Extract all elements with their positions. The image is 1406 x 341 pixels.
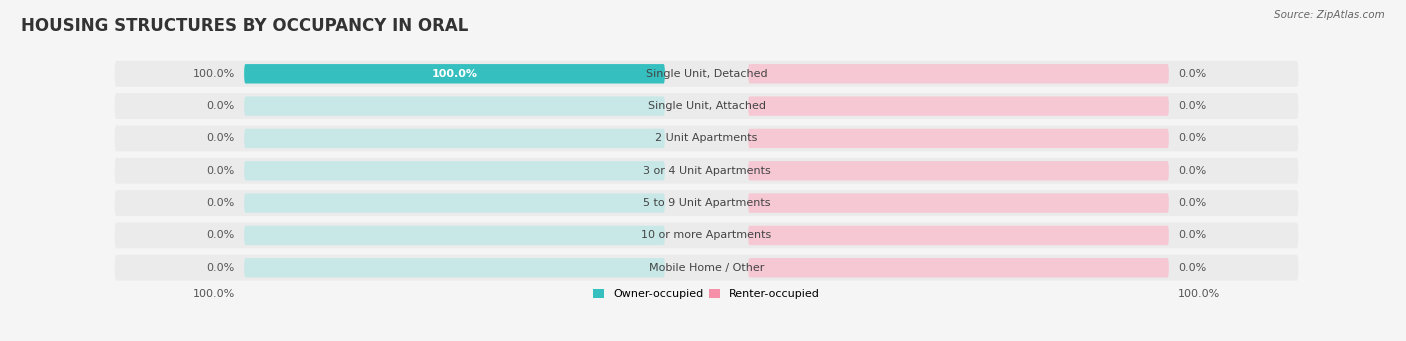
FancyBboxPatch shape [245, 64, 665, 84]
FancyBboxPatch shape [115, 222, 1298, 248]
Text: 0.0%: 0.0% [207, 133, 235, 144]
FancyBboxPatch shape [245, 226, 665, 245]
Text: Single Unit, Attached: Single Unit, Attached [648, 101, 765, 111]
FancyBboxPatch shape [115, 158, 1298, 184]
Text: 0.0%: 0.0% [207, 231, 235, 240]
Legend: Owner-occupied, Renter-occupied: Owner-occupied, Renter-occupied [593, 289, 820, 299]
Text: HOUSING STRUCTURES BY OCCUPANCY IN ORAL: HOUSING STRUCTURES BY OCCUPANCY IN ORAL [21, 17, 468, 35]
Text: 0.0%: 0.0% [1178, 231, 1206, 240]
FancyBboxPatch shape [115, 93, 1298, 119]
FancyBboxPatch shape [245, 64, 665, 84]
Text: 0.0%: 0.0% [1178, 166, 1206, 176]
Text: Mobile Home / Other: Mobile Home / Other [648, 263, 765, 273]
Text: 3 or 4 Unit Apartments: 3 or 4 Unit Apartments [643, 166, 770, 176]
Text: 100.0%: 100.0% [1178, 289, 1220, 299]
Text: 100.0%: 100.0% [432, 69, 478, 79]
FancyBboxPatch shape [115, 125, 1298, 151]
Text: 0.0%: 0.0% [1178, 69, 1206, 79]
FancyBboxPatch shape [245, 193, 665, 213]
Text: 0.0%: 0.0% [1178, 133, 1206, 144]
Text: 2 Unit Apartments: 2 Unit Apartments [655, 133, 758, 144]
FancyBboxPatch shape [748, 226, 1168, 245]
FancyBboxPatch shape [748, 193, 1168, 213]
FancyBboxPatch shape [115, 61, 1298, 87]
FancyBboxPatch shape [245, 97, 665, 116]
FancyBboxPatch shape [245, 129, 665, 148]
Text: 0.0%: 0.0% [207, 101, 235, 111]
FancyBboxPatch shape [748, 64, 1168, 84]
FancyBboxPatch shape [748, 161, 1168, 180]
Text: 0.0%: 0.0% [1178, 198, 1206, 208]
Text: 100.0%: 100.0% [193, 289, 235, 299]
FancyBboxPatch shape [748, 258, 1168, 278]
Text: Single Unit, Detached: Single Unit, Detached [645, 69, 768, 79]
Text: 5 to 9 Unit Apartments: 5 to 9 Unit Apartments [643, 198, 770, 208]
Text: 0.0%: 0.0% [1178, 101, 1206, 111]
FancyBboxPatch shape [245, 161, 665, 180]
Text: 10 or more Apartments: 10 or more Apartments [641, 231, 772, 240]
FancyBboxPatch shape [115, 255, 1298, 281]
Text: 0.0%: 0.0% [1178, 263, 1206, 273]
FancyBboxPatch shape [748, 97, 1168, 116]
FancyBboxPatch shape [115, 190, 1298, 216]
Text: 0.0%: 0.0% [207, 198, 235, 208]
Text: 100.0%: 100.0% [193, 69, 235, 79]
FancyBboxPatch shape [748, 129, 1168, 148]
Text: 0.0%: 0.0% [207, 263, 235, 273]
Text: 0.0%: 0.0% [207, 166, 235, 176]
Text: Source: ZipAtlas.com: Source: ZipAtlas.com [1274, 10, 1385, 20]
FancyBboxPatch shape [245, 258, 665, 278]
